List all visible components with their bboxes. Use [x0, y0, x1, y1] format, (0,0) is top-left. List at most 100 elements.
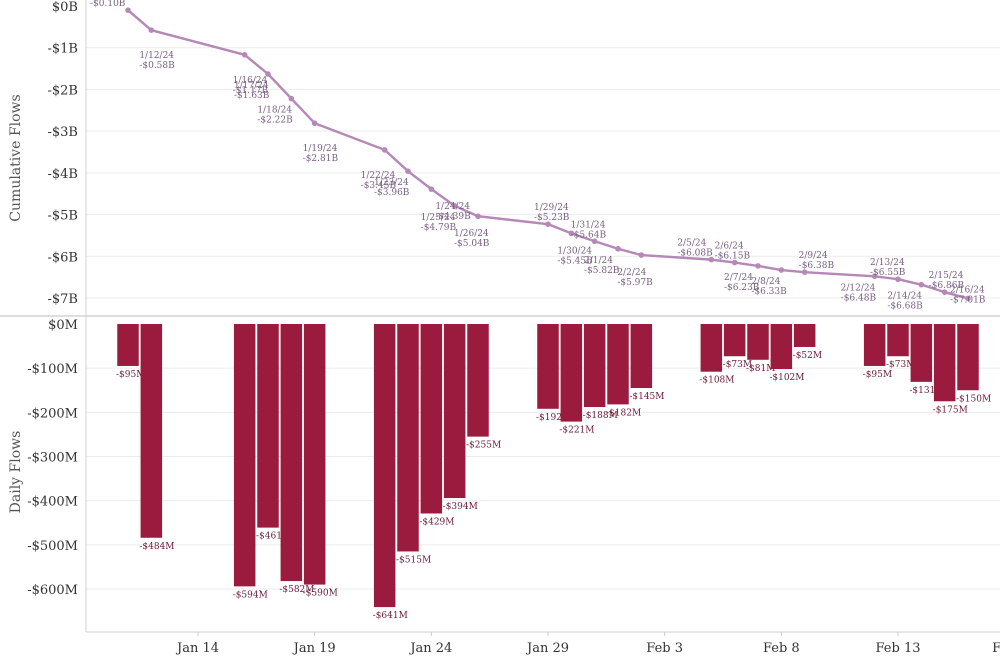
x-tick-label: Jan 19 [292, 641, 336, 656]
point-date-label: 2/2/24 [617, 268, 646, 278]
point-annotation: 2/1/24-$5.82B [584, 256, 620, 276]
daily-flow-bar [793, 324, 816, 347]
cumulative-flow-line [127, 9, 969, 300]
point-date-label: 1/30/24 [557, 246, 592, 256]
cumulative-flow-point [475, 213, 481, 220]
point-annotation: 1/16/24-$1.17B [233, 76, 269, 96]
point-date-label: 2/13/24 [870, 258, 905, 268]
point-date-label: 2/1/24 [584, 256, 613, 266]
point-value-label: -$6.68B [887, 302, 923, 312]
point-date-label: 2/9/24 [799, 251, 828, 261]
daily-flow-bar [583, 324, 606, 408]
top-y-tick-label: -$2B [48, 83, 79, 98]
cumulative-flow-point [568, 230, 575, 237]
bar-value-label: -$594M [233, 590, 268, 600]
daily-flow-bar [863, 324, 886, 366]
bar-value-label: -$150M [956, 394, 991, 404]
daily-flow-bar [373, 324, 396, 608]
point-date-label: 2/6/24 [715, 242, 744, 252]
bar-value-label: -$590M [303, 589, 338, 599]
point-annotation: 1/25/24-$4.79B [421, 213, 457, 233]
daily-flow-bar [630, 324, 653, 389]
point-annotation: 2/6/24-$6.15B [715, 242, 751, 262]
point-value-label: -$6.33B [751, 287, 787, 297]
point-annotation: 1/26/24-$5.04B [454, 229, 490, 249]
daily-flow-bar [420, 324, 443, 514]
daily-flow-bar [770, 324, 793, 370]
bottom-y-tick-label: -$600M [27, 583, 78, 598]
point-date-label: 2/15/24 [929, 271, 964, 281]
point-value-label: -$6.15B [715, 252, 751, 262]
bar-value-label: -$394M [443, 502, 478, 512]
point-date-label: 1/29/24 [534, 203, 569, 213]
daily-flow-bar [910, 324, 933, 382]
point-value-label: -$6.38B [799, 261, 835, 271]
bar-value-label: -$102M [769, 373, 804, 383]
cumulative-flow-point [428, 186, 435, 192]
cumulative-flow-point [241, 52, 248, 58]
daily-flow-bar [933, 324, 956, 402]
point-annotation: 2/2/24-$5.97B [617, 268, 653, 288]
cumulative-flow-point [615, 245, 621, 252]
point-value-label: -$5.04B [454, 239, 490, 249]
point-date-label: 1/31/24 [571, 220, 606, 230]
point-value-label: -$6.08B [677, 249, 713, 259]
point-annotation: 2/13/24-$6.55B [870, 258, 906, 278]
daily-flow-bar [560, 324, 583, 422]
x-tick-label: Feb 3 [646, 641, 683, 656]
cumulative-flow-point [125, 7, 131, 13]
point-value-label: -$3.96B [374, 188, 410, 198]
cumulative-flow-point [801, 269, 808, 275]
point-date-label: 2/14/24 [887, 292, 922, 302]
point-annotation: 2/5/24-$6.08B [677, 239, 713, 259]
bar-value-label: -$641M [373, 611, 408, 621]
point-value-label: -$2.22B [257, 116, 293, 126]
bottom-y-tick-label: -$300M [27, 451, 78, 466]
daily-flow-bar [140, 324, 163, 538]
point-date-label: 1/26/24 [454, 229, 489, 239]
daily-flow-bar [700, 324, 723, 372]
point-annotation: 1/31/24-$5.64B [571, 220, 607, 240]
bar-value-label: -$182M [606, 408, 641, 418]
point-date-label: 1/24/24 [435, 202, 470, 212]
daily-flow-bar [723, 324, 746, 357]
cumulative-flow-point [965, 295, 971, 302]
point-value-label: -$1.63B [234, 91, 270, 101]
bottom-y-tick-label: -$200M [27, 406, 78, 421]
point-annotation: 2/15/24-$6.86B [929, 271, 965, 291]
point-annotation: 1/19/24-$2.81B [303, 144, 339, 164]
bar-value-label: -$175M [933, 405, 968, 415]
x-tick-label: Feb 18 [992, 641, 1000, 656]
point-annotation: 2/12/24-$6.48B [841, 283, 877, 303]
point-annotation: 1/11/24-$0.10B [90, 0, 126, 9]
bottom-y-tick-label: -$500M [27, 539, 78, 554]
bar-value-label: -$255M [466, 441, 501, 451]
top-y-axis-title: Cumulative Flows [8, 94, 24, 221]
daily-flow-bar [303, 324, 326, 585]
cumulative-flow-point [381, 147, 388, 153]
cumulative-flow-point [265, 71, 271, 77]
bottom-y-tick-label: $0M [48, 318, 78, 333]
point-value-label: -$6.55B [870, 268, 906, 278]
cumulative-flow-point [451, 203, 458, 209]
bar-value-label: -$81M [746, 364, 775, 374]
point-date-label: 1/22/24 [361, 171, 396, 181]
point-value-label: -$6.23B [724, 283, 760, 293]
point-value-label: -$2.81B [303, 154, 339, 164]
point-value-label: -$6.48B [841, 293, 877, 303]
point-value-label: -$5.82B [584, 266, 620, 276]
point-annotation: 1/23/24-$3.96B [374, 178, 410, 198]
point-date-label: 2/5/24 [677, 239, 706, 249]
bar-value-label: -$73M [723, 360, 752, 370]
top-y-tick-label: -$4B [48, 167, 79, 182]
daily-flow-bar [747, 324, 769, 360]
point-value-label: -$5.97B [617, 278, 653, 288]
daily-flow-bar [117, 324, 139, 366]
bar-value-label: -$95M [863, 370, 892, 380]
point-date-label: 1/18/24 [257, 106, 292, 116]
bar-value-label: -$131M [909, 386, 944, 396]
top-y-tick-label: -$7B [48, 292, 79, 307]
point-annotation: 1/17/24-$1.63B [234, 81, 270, 101]
cumulative-flow-point [311, 120, 318, 127]
